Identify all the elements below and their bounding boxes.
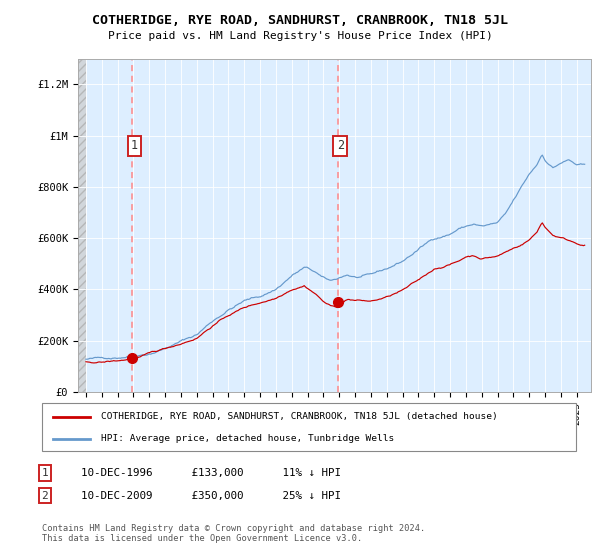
- Text: 10-DEC-2009      £350,000      25% ↓ HPI: 10-DEC-2009 £350,000 25% ↓ HPI: [81, 491, 341, 501]
- Text: Price paid vs. HM Land Registry's House Price Index (HPI): Price paid vs. HM Land Registry's House …: [107, 31, 493, 41]
- Text: 2: 2: [41, 491, 49, 501]
- Text: 2: 2: [337, 139, 344, 152]
- Text: HPI: Average price, detached house, Tunbridge Wells: HPI: Average price, detached house, Tunb…: [101, 435, 394, 444]
- Text: COTHERIDGE, RYE ROAD, SANDHURST, CRANBROOK, TN18 5JL (detached house): COTHERIDGE, RYE ROAD, SANDHURST, CRANBRO…: [101, 412, 497, 421]
- Text: 10-DEC-1996      £133,000      11% ↓ HPI: 10-DEC-1996 £133,000 11% ↓ HPI: [81, 468, 341, 478]
- Text: 1: 1: [41, 468, 49, 478]
- Text: Contains HM Land Registry data © Crown copyright and database right 2024.
This d: Contains HM Land Registry data © Crown c…: [42, 524, 425, 543]
- Text: COTHERIDGE, RYE ROAD, SANDHURST, CRANBROOK, TN18 5JL: COTHERIDGE, RYE ROAD, SANDHURST, CRANBRO…: [92, 14, 508, 27]
- Text: 1: 1: [131, 139, 138, 152]
- FancyBboxPatch shape: [42, 403, 576, 451]
